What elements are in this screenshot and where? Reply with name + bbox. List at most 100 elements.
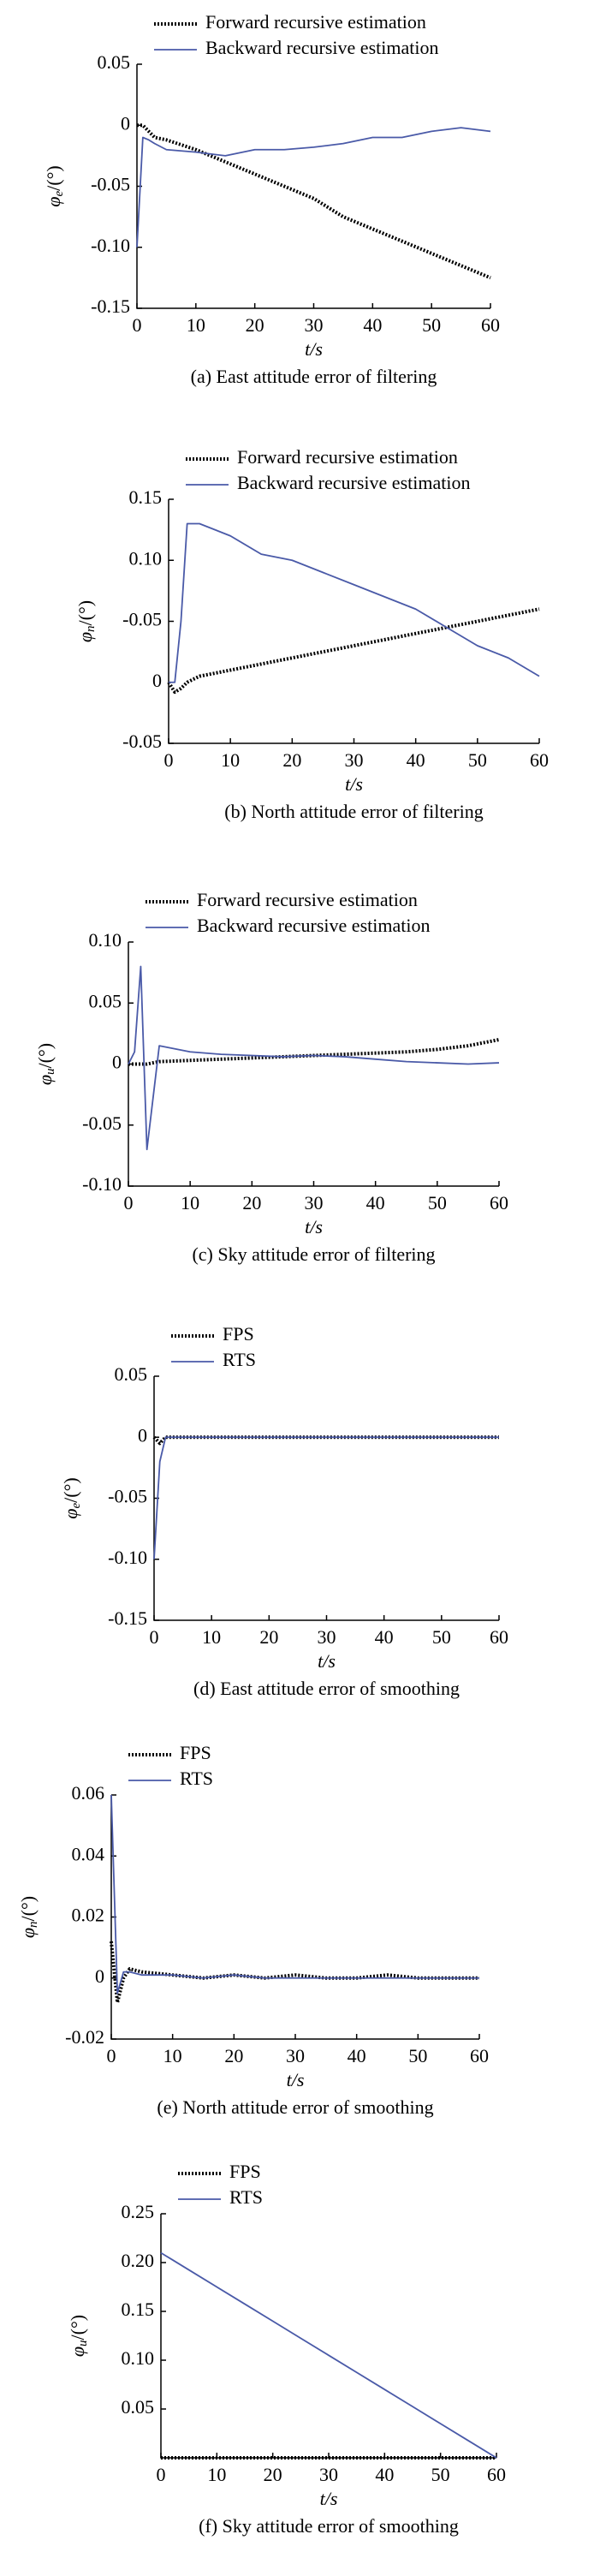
y-axis-label: φe/(°)	[43, 165, 66, 206]
y-tick-label: -0.05	[108, 1486, 147, 1507]
caption: (c) Sky attitude error of filtering	[192, 1243, 435, 1265]
x-tick-label: 20	[282, 749, 301, 771]
y-axis-unit: /(°)	[60, 1477, 81, 1503]
x-tick-label: 50	[468, 749, 487, 771]
x-tick-label: 50	[432, 1626, 451, 1648]
axes	[136, 64, 490, 309]
y-tick-label: 0.05	[89, 990, 122, 1011]
series-line	[167, 607, 540, 695]
y-axis-symbol: φ	[60, 1509, 81, 1519]
chart-panel: 0.100.050-0.05-0.100 10 20 30 40 50 60t/sφu/(°…	[34, 889, 508, 1265]
y-tick-label: 0.02	[72, 1905, 105, 1926]
axes	[160, 2214, 496, 2459]
x-tick-label: 30	[318, 1626, 336, 1648]
legend-label: Backward recursive estimation	[205, 37, 438, 58]
y-axis-symbol: φ	[43, 197, 64, 207]
x-axis-label: t/s	[320, 2488, 338, 2509]
y-tick-label: 0	[121, 112, 130, 134]
x-tick-label: 60	[490, 1192, 508, 1213]
y-tick-label: 0.10	[89, 929, 122, 951]
chart-panel: 0.25 0.20 0.15 0.10 0.05 0 10 20 30 40 50 60 t/s φu/(…	[67, 2161, 506, 2537]
chart-panel: 0.060.040.020-0.020 10 20 30 40 50 60t/sφn/(°)…	[17, 1742, 489, 2118]
caption: (d) East attitude error of smoothing	[193, 1678, 460, 1699]
y-tick-label: -0.10	[82, 1173, 122, 1195]
series-line	[136, 127, 491, 247]
x-tick-label: 60	[487, 2464, 506, 2485]
y-axis-label: φe/(°)	[60, 1477, 83, 1518]
y-axis-unit: /(°)	[17, 1896, 39, 1922]
y-tick-label: 0.06	[72, 1782, 105, 1804]
axes	[128, 942, 499, 1187]
x-tick-label: 10	[221, 749, 240, 771]
y-axis-subscript: e	[52, 191, 66, 197]
y-tick-label: -0.05	[91, 174, 130, 195]
series-line	[169, 522, 540, 683]
x-tick-label: 40	[375, 2464, 394, 2485]
y-tick-label: 0.20	[122, 2250, 155, 2271]
x-tick-label: 0	[107, 2045, 116, 2066]
x-axis-label: t/s	[287, 2069, 305, 2090]
series-line	[160, 2251, 497, 2459]
legend-label: Backward recursive estimation	[237, 472, 470, 493]
x-tick-label: 10	[202, 1626, 221, 1648]
x-tick-label: 10	[207, 2464, 226, 2485]
y-axis-subscript: n	[27, 1921, 40, 1928]
legend-label: FPS	[223, 1323, 254, 1345]
x-tick-label: 60	[470, 2045, 489, 2066]
axes	[168, 499, 539, 744]
x-tick-label: 10	[187, 314, 205, 336]
y-axis-unit: /(°)	[34, 1043, 56, 1069]
y-axis-subscript: e	[69, 1503, 83, 1509]
x-tick-label: 10	[163, 2045, 182, 2066]
x-tick-label: 30	[319, 2464, 338, 2485]
axes	[110, 1795, 479, 2040]
y-axis-symbol: φ	[74, 632, 96, 642]
x-axis-label: t/s	[345, 773, 363, 795]
y-axis-label: φu/(°)	[34, 1043, 57, 1085]
chart-panel: 0.050-0.05-0.10-0.150 10 20 30 40 50 60t/sφe/(…	[43, 11, 500, 387]
x-tick-label: 10	[181, 1192, 199, 1213]
caption: (a) East attitude error of filtering	[191, 366, 437, 387]
series-line	[137, 123, 491, 280]
x-tick-label: 30	[305, 1192, 324, 1213]
y-tick-label: -0.05	[122, 730, 162, 752]
x-tick-label: 60	[490, 1626, 508, 1648]
x-tick-label: 20	[264, 2464, 282, 2485]
x-tick-label: 30	[286, 2045, 305, 2066]
legend-label: RTS	[229, 2186, 263, 2208]
x-tick-label: 20	[224, 2045, 243, 2066]
x-tick-label: 0	[133, 314, 142, 336]
y-tick-label: -0.10	[108, 1547, 147, 1568]
x-tick-label: 0	[164, 749, 174, 771]
y-tick-label: 0.25	[122, 2201, 155, 2222]
x-tick-label: 20	[246, 314, 264, 336]
x-tick-label: 30	[305, 314, 324, 336]
y-axis-label: φn/(°)	[74, 600, 98, 642]
y-axis-subscript: u	[44, 1068, 57, 1075]
x-tick-label: 40	[407, 749, 425, 771]
x-axis-label: t/s	[305, 338, 323, 360]
y-tick-label: 0.05	[122, 2396, 155, 2418]
caption: (f) Sky attitude error of smoothing	[199, 2515, 459, 2537]
y-tick-label: 0	[112, 1052, 122, 1073]
y-axis-symbol: φ	[34, 1075, 56, 1085]
y-axis-symbol: φ	[67, 2346, 88, 2357]
x-tick-label: 40	[366, 1192, 385, 1213]
axes	[153, 1376, 499, 1621]
x-tick-label: 50	[408, 2045, 427, 2066]
y-tick-label: -0.15	[91, 295, 130, 317]
chart-panel: 0.050-0.05-0.10-0.150 10 20 30 40 50 60t/sφe/(…	[60, 1323, 508, 1699]
x-tick-label: 0	[150, 1626, 159, 1648]
legend-label: Backward recursive estimation	[197, 915, 430, 936]
y-tick-label: 0.05	[98, 51, 131, 73]
x-tick-label: 60	[530, 749, 549, 771]
y-tick-label: -0.05	[122, 609, 162, 630]
legend-label: Forward recursive estimation	[197, 889, 418, 910]
y-axis-unit: /(°)	[74, 600, 96, 626]
x-tick-label: 20	[259, 1626, 278, 1648]
legend-label: RTS	[223, 1349, 256, 1370]
y-tick-label: 0.04	[72, 1843, 105, 1864]
x-axis-label: t/s	[305, 1216, 323, 1237]
series-line	[153, 1436, 499, 1559]
